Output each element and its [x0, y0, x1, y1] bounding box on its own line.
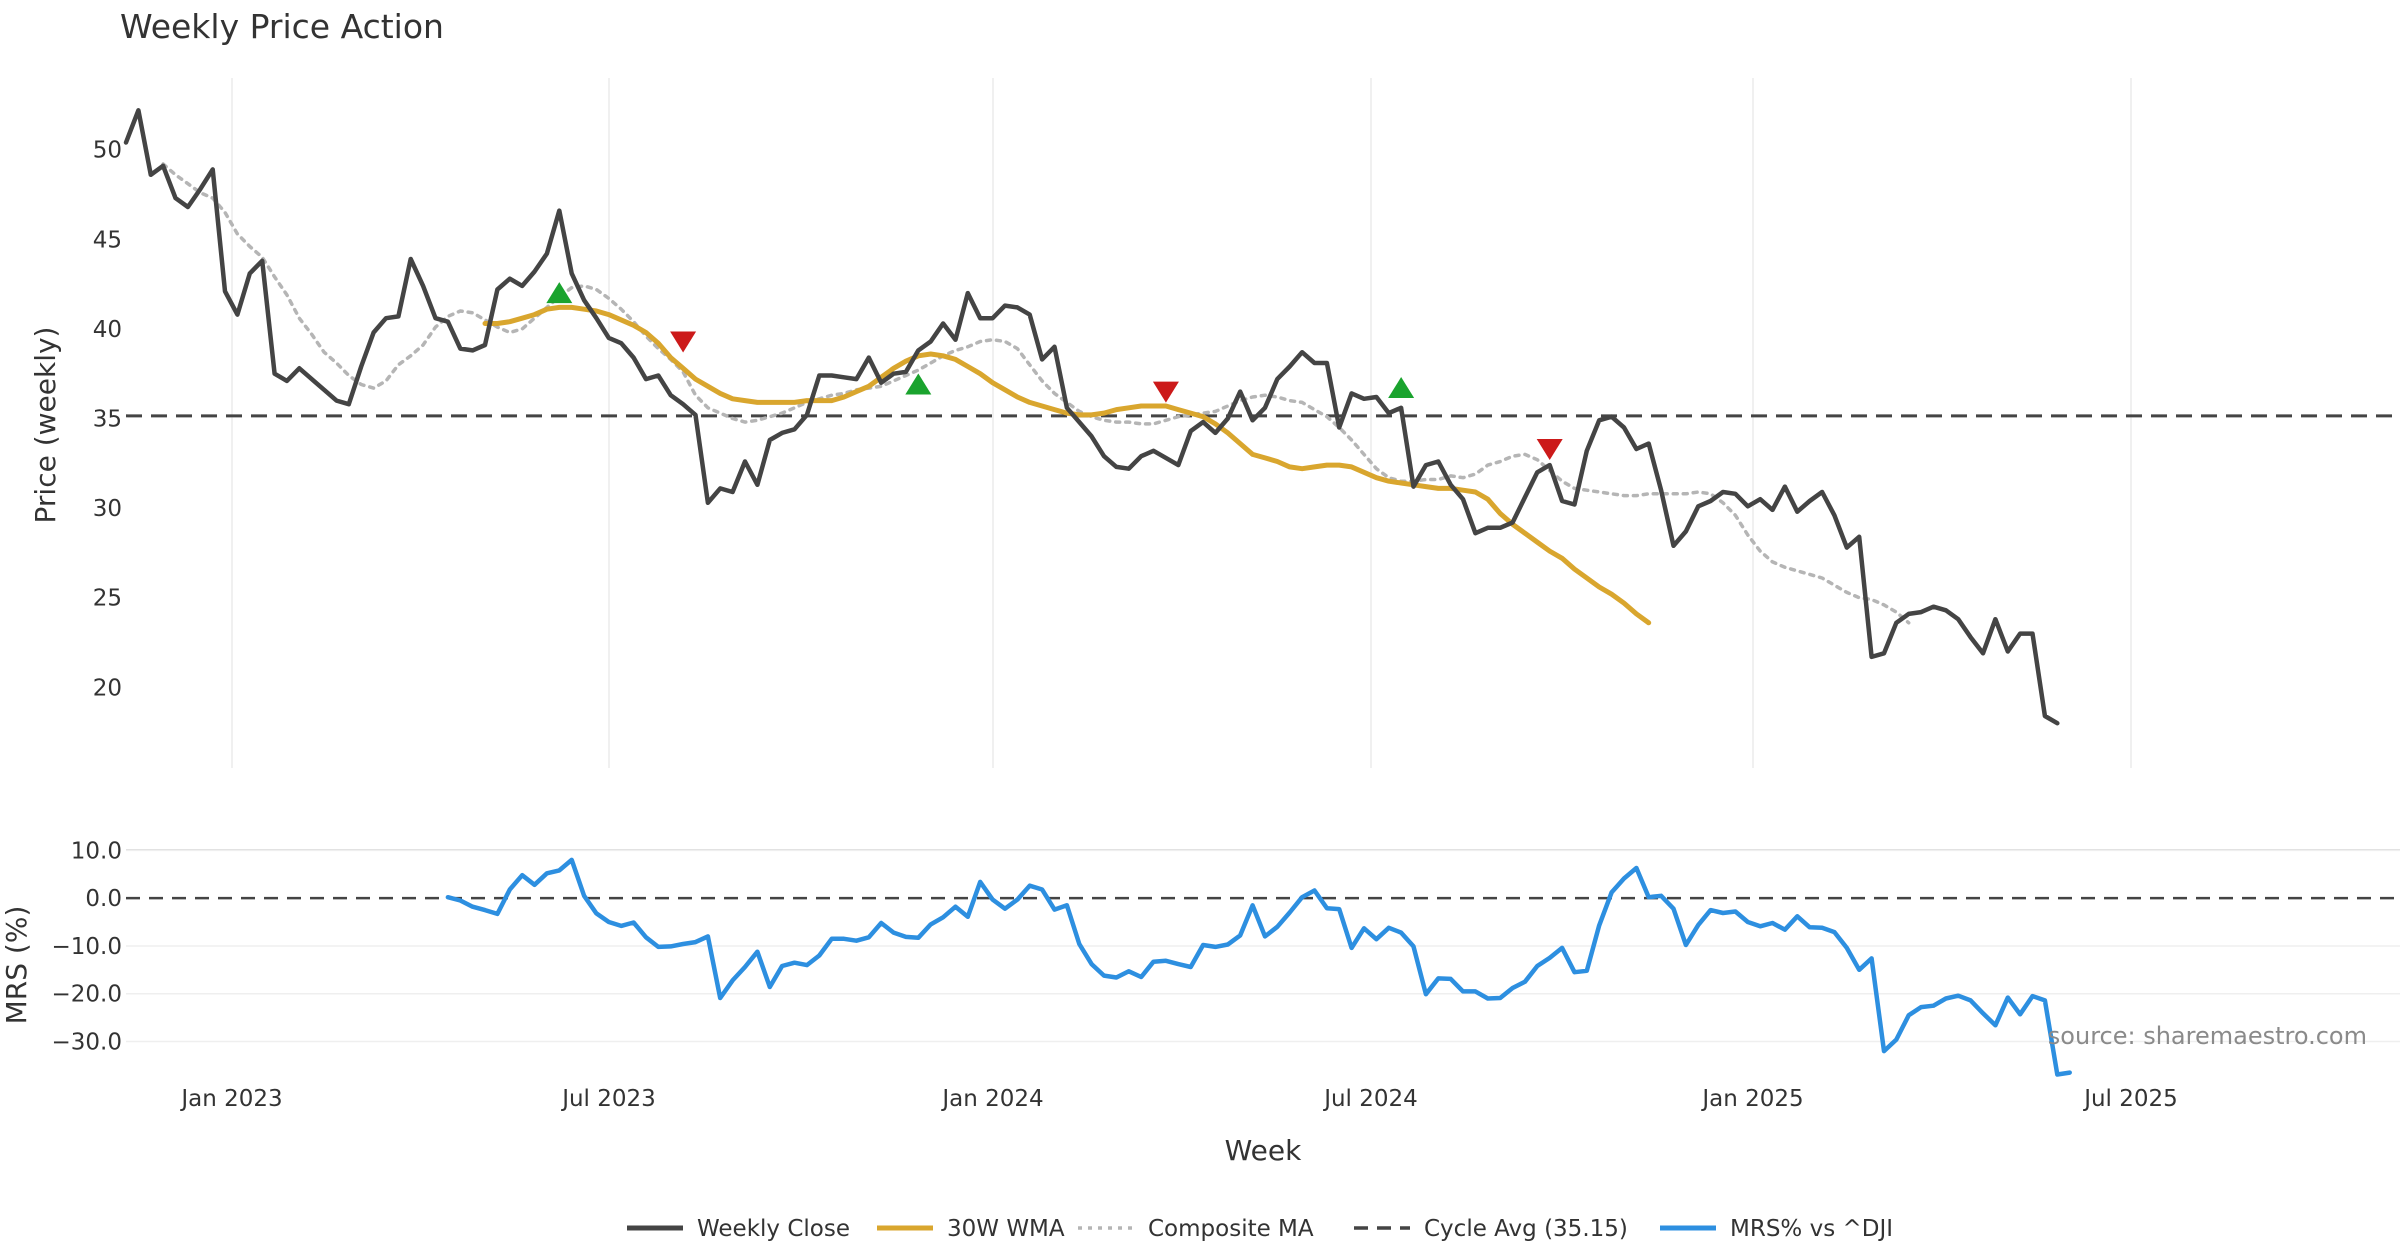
- buy-signal-marker: [1388, 377, 1415, 399]
- mrs-panel: 10.0 0.0 −10.0 −20.0 −30.0 MRS (%) source: s…: [0, 838, 2400, 1077]
- x-tick-label: Jan 2023: [179, 1086, 282, 1112]
- series-mrs-line: [445, 857, 2072, 1077]
- legend-label: MRS% vs ^DJI: [1730, 1216, 1893, 1242]
- buy-signal-marker: [546, 282, 573, 304]
- price-y-axis-title: Price (weekly): [29, 327, 62, 524]
- chart-title: Weekly Price Action: [120, 7, 444, 46]
- price-grid: [231, 78, 2132, 768]
- mrs-y-ticks: 10.0 0.0 −10.0 −20.0 −30.0: [52, 838, 122, 1055]
- buy-signal-marker: [905, 373, 932, 395]
- mrs-y-tick-label: −20.0: [52, 982, 122, 1008]
- source-annotation: source: sharemaestro.com: [2048, 1022, 2367, 1050]
- mrs-y-tick-label: 10.0: [71, 838, 122, 864]
- series-composite-ma-line: [161, 162, 1911, 625]
- legend-label: Composite MA: [1148, 1216, 1314, 1242]
- mrs-y-tick-label: 0.0: [85, 886, 122, 912]
- x-tick-label: Jul 2024: [1322, 1086, 1418, 1112]
- price-series-group: [123, 108, 2060, 726]
- price-panel: 20 25 30 35 40 45 50 Price (weekly): [29, 78, 2400, 768]
- x-tick-label: Jan 2025: [1700, 1086, 1803, 1112]
- x-tick-label: Jul 2023: [560, 1086, 656, 1112]
- x-axis-title: Week: [1225, 1134, 1302, 1167]
- legend-item: Cycle Avg (35.15): [1354, 1216, 1628, 1242]
- series-weekly-close-line: [123, 108, 2060, 726]
- legend: Weekly Close 30W WMA Composite MA Cycle Avg…: [627, 1216, 1893, 1242]
- price-y-tick-label: 35: [93, 407, 122, 433]
- x-tick-label: Jan 2024: [940, 1086, 1043, 1112]
- signal-markers: [546, 282, 1563, 460]
- mrs-series-group: [445, 857, 2072, 1077]
- legend-item: Weekly Close: [627, 1216, 850, 1242]
- mrs-y-tick-label: −10.0: [52, 934, 122, 960]
- sell-signal-marker: [1152, 381, 1179, 403]
- sell-signal-marker: [670, 331, 697, 353]
- mrs-y-axis-title: MRS (%): [0, 906, 33, 1025]
- mrs-grid: [126, 849, 2400, 1043]
- legend-item: Composite MA: [1078, 1216, 1314, 1242]
- price-y-ticks: 20 25 30 35 40 45 50: [93, 138, 122, 702]
- legend-item: MRS% vs ^DJI: [1660, 1216, 1893, 1242]
- price-y-tick-label: 30: [93, 496, 122, 522]
- price-y-tick-label: 25: [93, 586, 122, 612]
- mrs-y-tick-label: −30.0: [52, 1030, 122, 1056]
- price-y-tick-label: 45: [93, 227, 122, 253]
- price-y-tick-label: 20: [93, 675, 122, 701]
- legend-item: 30W WMA: [877, 1216, 1065, 1242]
- x-tick-label: Jul 2025: [2082, 1086, 2178, 1112]
- legend-label: Weekly Close: [697, 1216, 850, 1242]
- price-y-tick-label: 50: [93, 138, 122, 164]
- price-y-tick-label: 40: [93, 317, 122, 343]
- sell-signal-marker: [1536, 438, 1563, 460]
- x-axis-ticks: Jan 2023 Jul 2023 Jan 2024 Jul 2024 Jan 2025…: [179, 1086, 2177, 1112]
- legend-label: 30W WMA: [947, 1216, 1065, 1242]
- legend-label: Cycle Avg (35.15): [1424, 1216, 1628, 1242]
